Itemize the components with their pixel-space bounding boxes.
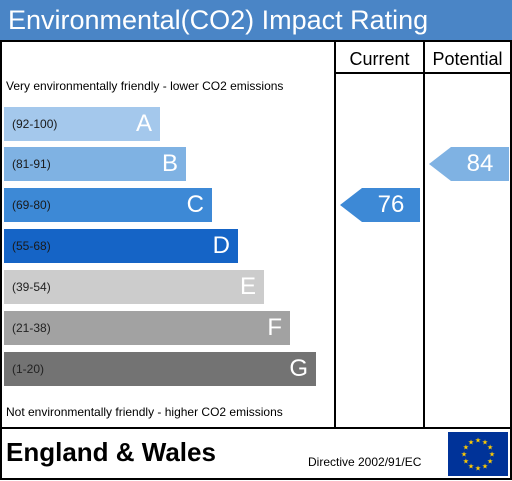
band-letter: E (239, 273, 256, 300)
potential-arrow-icon (429, 147, 509, 181)
band-letter: C (186, 191, 204, 218)
top-note: Very environmentally friendly - lower CO… (6, 79, 284, 93)
flag-star-icon: ★ (468, 463, 474, 471)
chart-title: Environmental(CO2) Impact Rating (0, 0, 512, 40)
band-range: (1-20) (12, 362, 45, 376)
band-range: (92-100) (12, 117, 58, 131)
band-a: (92-100) A (4, 107, 160, 141)
flag-star-icon: ★ (489, 451, 495, 459)
potential-rating-value: 84 (466, 150, 494, 177)
flag-star-icon: ★ (487, 444, 493, 452)
directive-label: Directive 2002/91/EC (308, 455, 422, 469)
band-c: (69-80) C (4, 188, 212, 222)
band-e: (39-54) E (4, 270, 264, 304)
band-range: (21-38) (12, 321, 51, 335)
region-label: England & Wales (6, 437, 216, 467)
flag-star-icon: ★ (463, 458, 469, 466)
footer-divider (0, 427, 512, 429)
band-range: (55-68) (12, 239, 51, 253)
band-letter: D (212, 232, 230, 259)
flag-star-icon: ★ (461, 451, 467, 459)
band-f: (21-38) F (4, 311, 290, 345)
eu-flag-icon: ★ ★ ★ ★ ★ ★ ★ ★ ★ ★ ★ ★ (448, 432, 508, 476)
current-column-header: Current (349, 49, 410, 69)
flag-star-icon: ★ (475, 465, 481, 473)
header-divider (334, 72, 512, 74)
band-letter: F (267, 314, 282, 341)
band-range: (81-91) (12, 157, 51, 171)
band-letter: G (289, 355, 308, 382)
flag-star-icon: ★ (463, 444, 469, 452)
flag-star-icon: ★ (475, 437, 481, 445)
chart-frame (0, 40, 512, 480)
bottom-note: Not environmentally friendly - higher CO… (6, 405, 283, 419)
band-letter: A (135, 110, 152, 137)
flag-star-icon: ★ (487, 458, 493, 466)
band-d: (55-68) D (4, 229, 238, 263)
current-column-divider (334, 40, 336, 428)
potential-column-header: Potential (432, 49, 503, 69)
potential-column-divider (423, 40, 425, 428)
current-arrow-icon (340, 188, 420, 222)
band-letter: B (161, 150, 178, 177)
band-range: (69-80) (12, 198, 51, 212)
flag-star-icon: ★ (468, 438, 474, 446)
current-rating-value: 76 (377, 191, 405, 218)
flag-star-icon: ★ (482, 438, 488, 446)
band-range: (39-54) (12, 280, 51, 294)
flag-star-icon: ★ (482, 463, 488, 471)
band-g: (1-20) G (4, 352, 316, 386)
band-b: (81-91) B (4, 147, 186, 181)
